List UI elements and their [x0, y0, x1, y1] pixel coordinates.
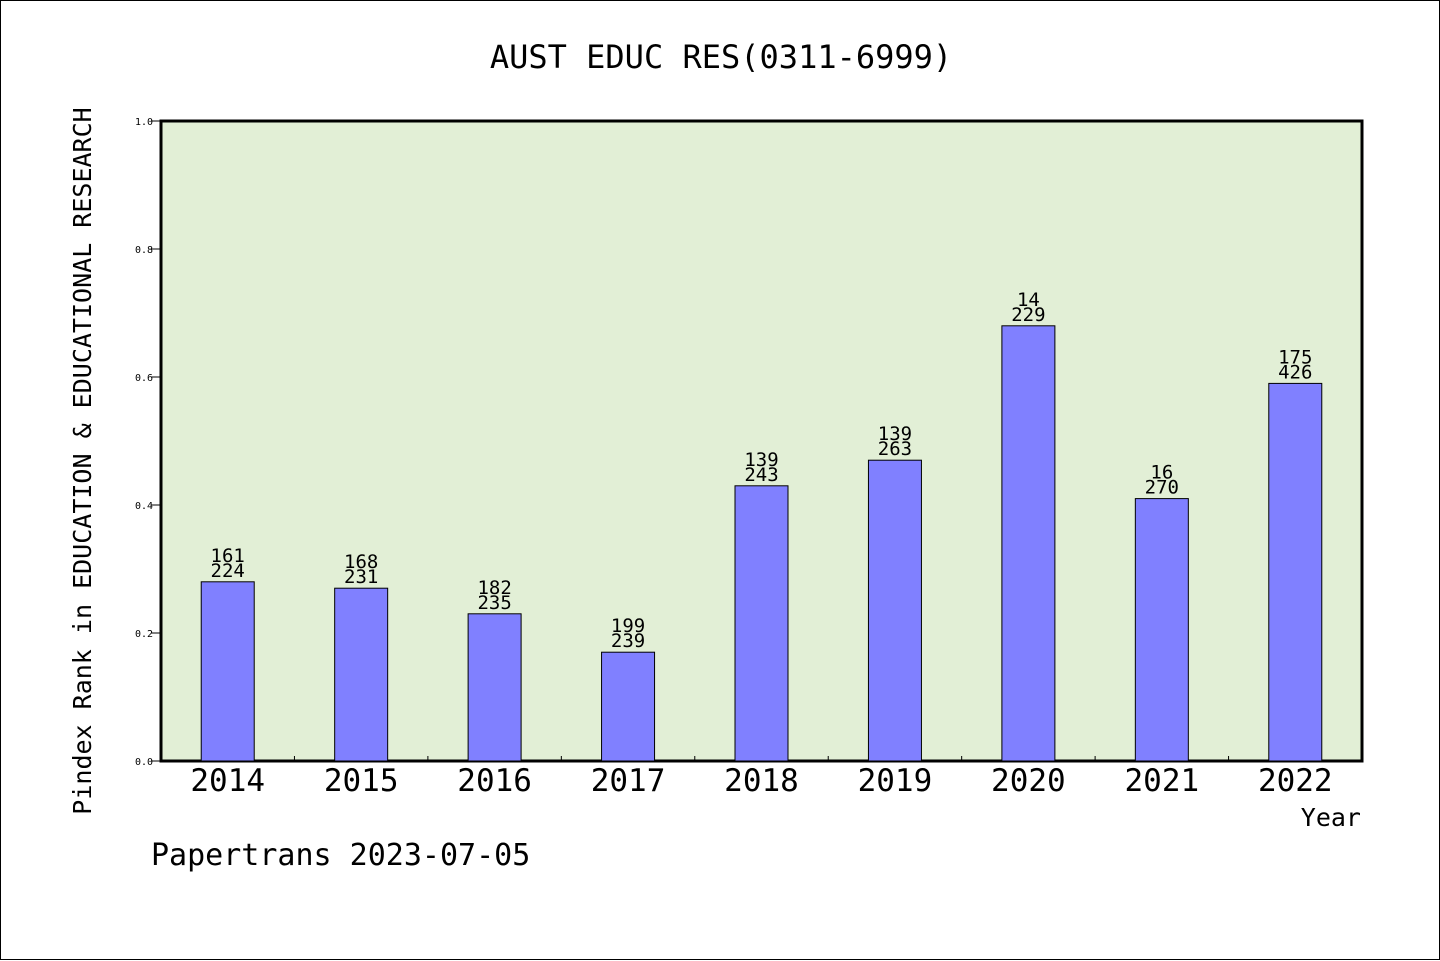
bar-label-bottom: 426 — [1278, 361, 1312, 383]
bar-2014 — [200, 581, 255, 762]
bar-label-top: 182 — [477, 577, 511, 599]
y-tick-label: 0.0 — [135, 757, 153, 768]
y-tick-label: 0.4 — [135, 501, 153, 512]
x-tick-label: 2022 — [1258, 763, 1333, 799]
bar-label-bottom: 239 — [611, 630, 645, 652]
bar-label-top: 14 — [1017, 289, 1040, 311]
y-tick-label: 1.0 — [135, 117, 153, 128]
bar-label-top: 168 — [344, 551, 378, 573]
bar-label-top: 199 — [611, 615, 645, 637]
bar-label-top: 139 — [744, 449, 778, 471]
bar-2015 — [334, 587, 389, 762]
bar-2021 — [1134, 498, 1189, 762]
bar-label-top: 175 — [1278, 346, 1312, 368]
x-axis-label: Year — [1301, 803, 1361, 832]
y-tick-label: 0.8 — [135, 245, 153, 256]
bar-2018 — [734, 485, 789, 762]
bar-2022 — [1268, 382, 1323, 762]
bar-label-top: 161 — [211, 545, 245, 567]
x-tick-label: 2016 — [457, 763, 532, 799]
bar-label-bottom: 270 — [1145, 477, 1179, 499]
y-tick-label: 0.2 — [135, 629, 153, 640]
x-tick-label: 2015 — [324, 763, 399, 799]
bar-2019 — [867, 459, 922, 762]
bar-2017 — [601, 651, 656, 762]
x-tick-label: 2017 — [591, 763, 666, 799]
x-tick-label: 2019 — [858, 763, 933, 799]
bar-label-top: 16 — [1150, 462, 1173, 484]
y-axis-label: Pindex Rank in EDUCATION & EDUCATIONAL R… — [68, 107, 97, 814]
y-tick-label: 0.6 — [135, 373, 153, 384]
bar-label-bottom: 231 — [344, 566, 378, 588]
bar-label-bottom: 235 — [477, 592, 511, 614]
footer-credit: Papertrans 2023-07-05 — [151, 838, 530, 873]
x-tick-label: 2021 — [1125, 763, 1200, 799]
bar-label-top: 139 — [878, 423, 912, 445]
bar-2016 — [467, 613, 522, 762]
bar-label-bottom: 229 — [1011, 304, 1045, 326]
x-tick-label: 2014 — [190, 763, 265, 799]
bar-label-bottom: 263 — [878, 438, 912, 460]
bar-label-bottom: 224 — [211, 560, 245, 582]
x-tick-label: 2018 — [724, 763, 799, 799]
x-tick-label: 2020 — [991, 763, 1066, 799]
chart-title: AUST EDUC RES(0311-6999) — [490, 38, 952, 76]
bar-2020 — [1001, 325, 1056, 762]
bar-label-bottom: 243 — [744, 464, 778, 486]
